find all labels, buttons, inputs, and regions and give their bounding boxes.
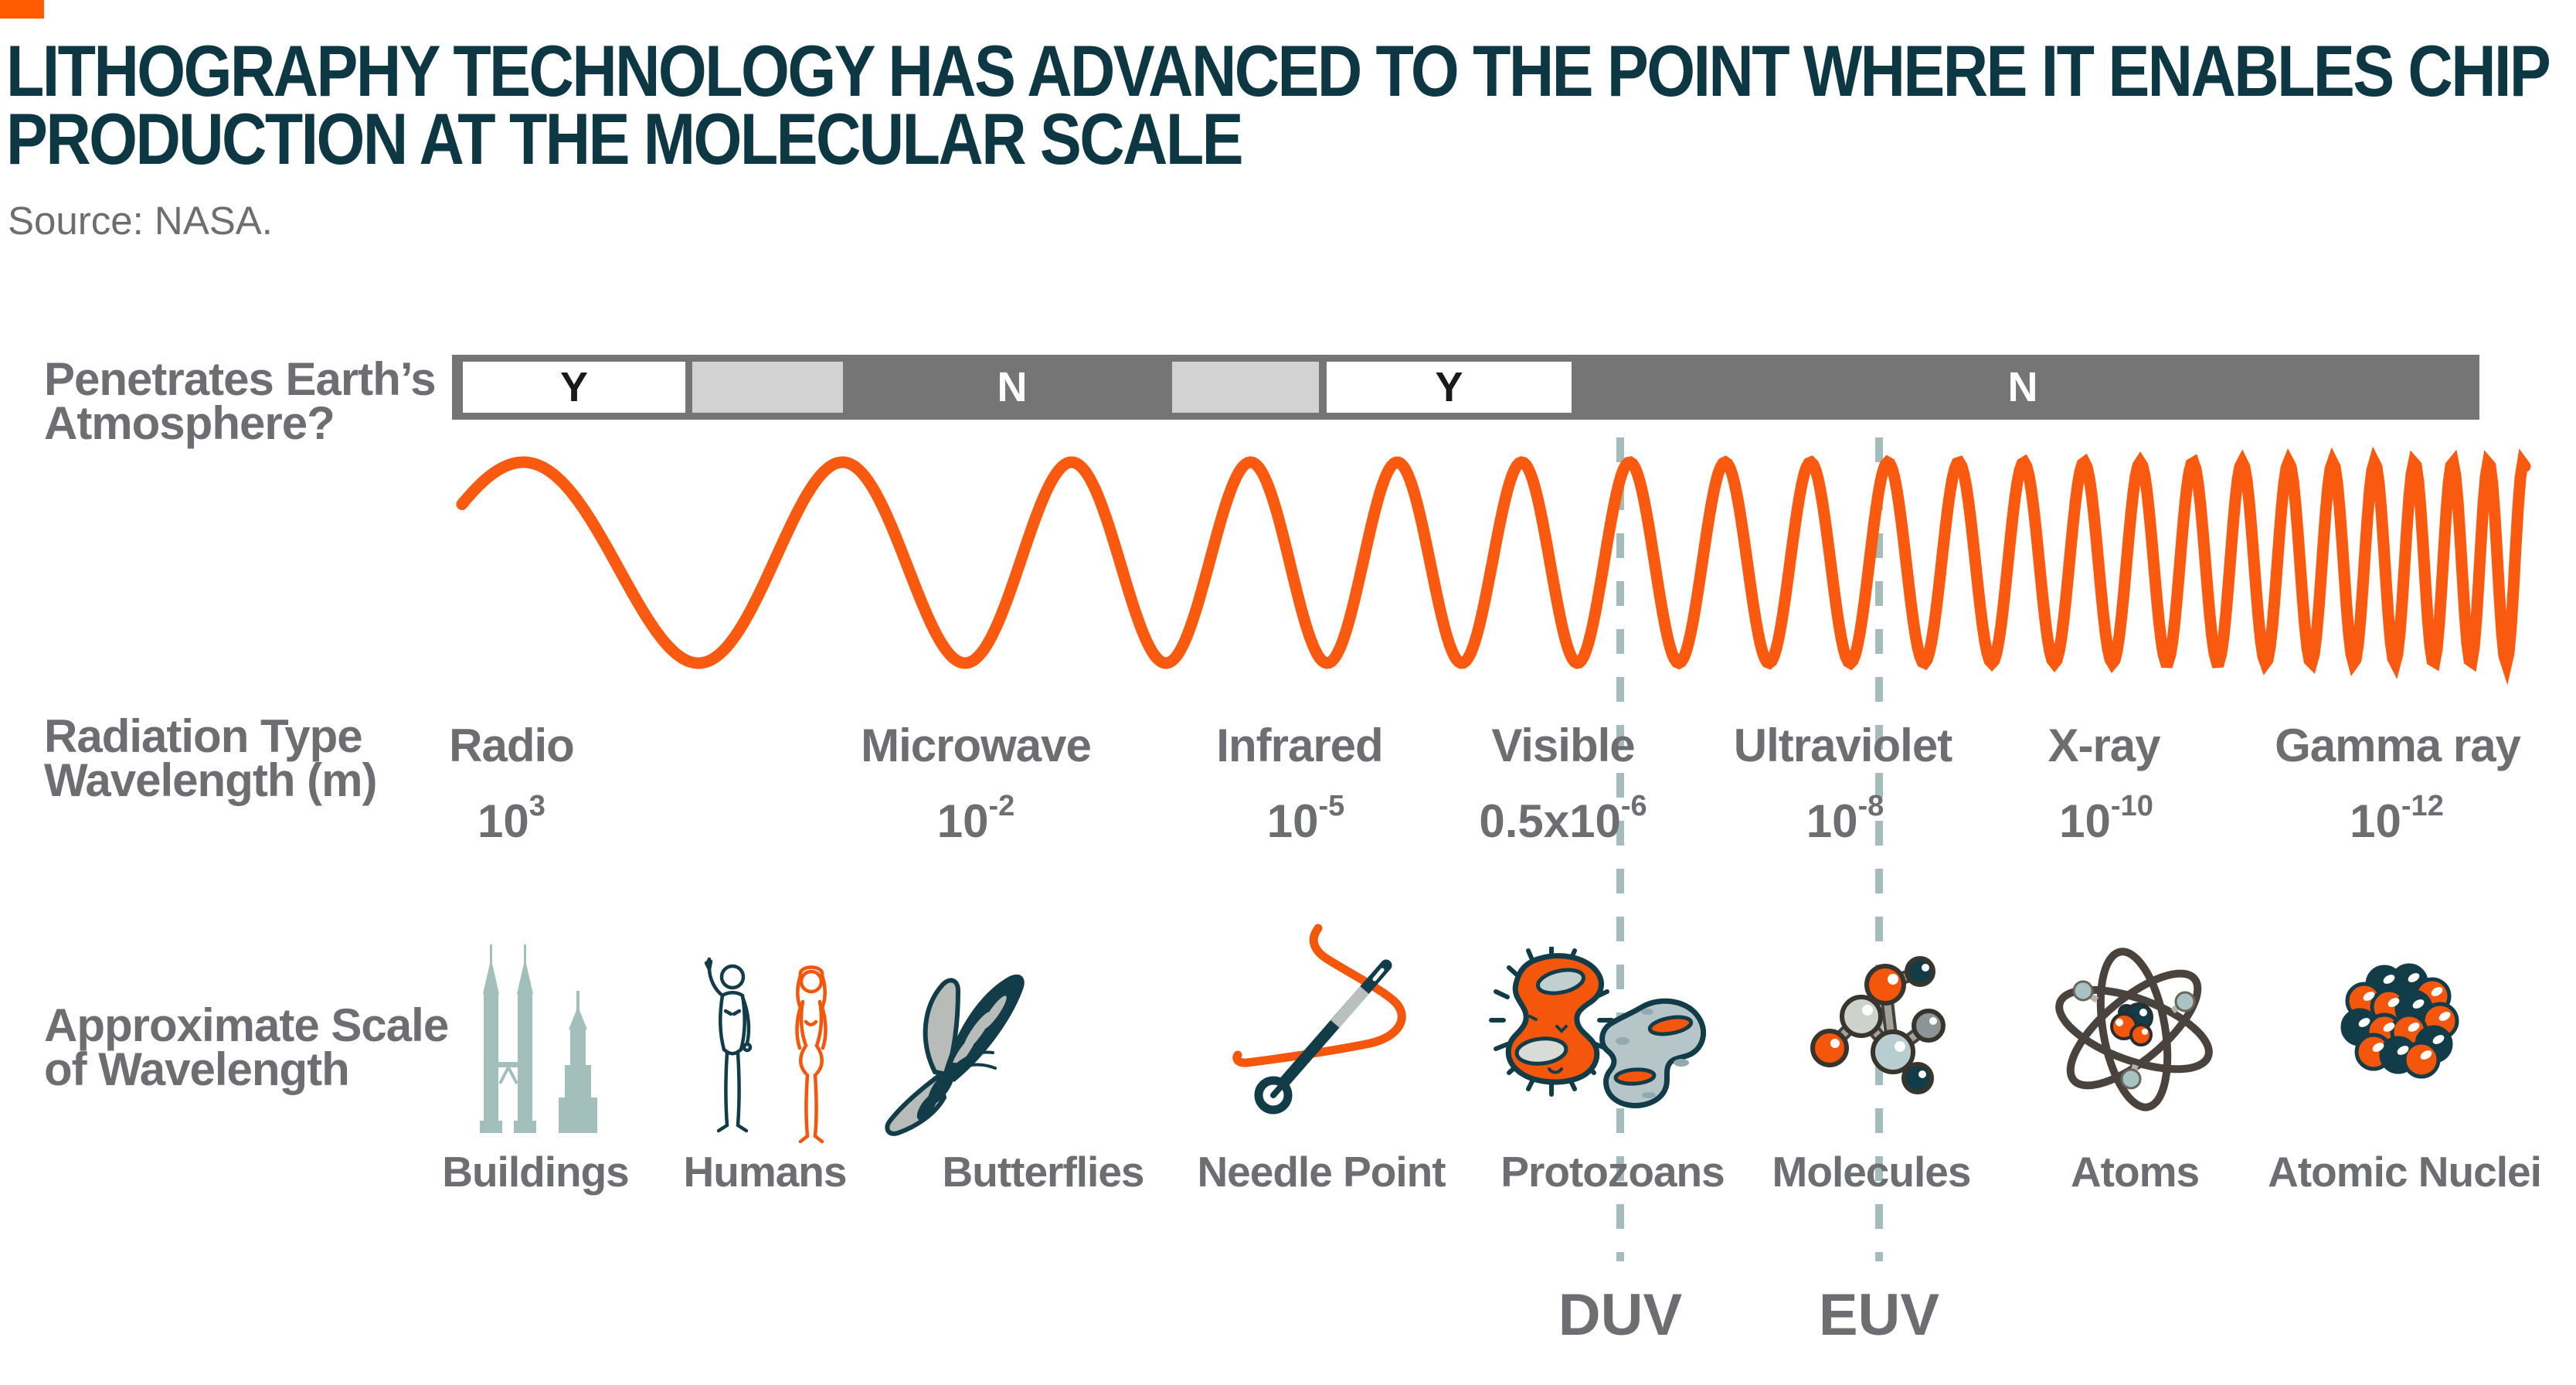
band-name-infrared: Infrared	[1216, 720, 1383, 771]
band-name-radio: Radio	[449, 720, 575, 771]
radiation-row-label-line1: Radiation Type	[44, 710, 363, 762]
human-female-figure	[795, 965, 828, 1144]
needle-icon	[1232, 924, 1406, 1114]
atmosphere-segment-label: Y	[559, 364, 589, 410]
band-wavelength-gammaray: 10-12	[2242, 790, 2551, 848]
wavelength-exp: -6	[1620, 790, 1647, 822]
radiation-row-label-line2: Wavelength (m)	[44, 754, 377, 806]
band-wavelength-microwave: 10-2	[821, 790, 1130, 848]
buildings-icon	[480, 944, 597, 1133]
euv-label: EUV	[1818, 1282, 1940, 1348]
wavelength-exp: -10	[2110, 790, 2153, 822]
wavelength-exp: 3	[528, 790, 545, 822]
atmosphere-segment-partial-2	[1172, 362, 1319, 413]
atmosphere-bar: Y N Y N	[452, 355, 2479, 420]
wavelength-exp: -5	[1318, 790, 1345, 822]
band-name-ultraviolet: Ultraviolet	[1733, 720, 1952, 771]
scale-label-molecules: Molecules	[1772, 1148, 1972, 1196]
band-wavelength-visible: 0.5x10-6	[1409, 790, 1718, 848]
scale-label-atomic-nuclei: Atomic Nuclei	[2268, 1148, 2542, 1196]
wavelength-base: 10	[2350, 795, 2401, 847]
atmosphere-segment-partial-1	[692, 362, 843, 413]
atmosphere-segment-label: Y	[1435, 364, 1463, 410]
protozoans-icon	[1489, 947, 1707, 1108]
scale-label-butterflies: Butterflies	[942, 1148, 1145, 1196]
atmosphere-segment-yes-1: Y	[463, 362, 685, 413]
page-title-line2: PRODUCTION AT THE MOLECULAR SCALE	[6, 98, 1244, 179]
atmosphere-row-label-line1: Penetrates Earth’s	[44, 353, 437, 405]
scale-label-protozoans: Protozoans	[1500, 1148, 1725, 1196]
scale-label-buildings: Buildings	[442, 1148, 630, 1196]
radiation-row-label: Radiation Type Wavelength (m)	[44, 710, 377, 806]
wavelength-base: 10	[2059, 795, 2111, 847]
atmosphere-segment-no-1: N	[997, 364, 1028, 410]
atmosphere-row-label: Penetrates Earth’s Atmosphere?	[44, 353, 437, 449]
atom-nucleus	[2110, 1002, 2153, 1046]
butterfly-icon	[885, 974, 1025, 1136]
band-wavelength-radio: 103	[357, 790, 666, 848]
band-name-microwave: Microwave	[861, 720, 1092, 771]
thread-curve	[1232, 924, 1406, 1067]
chirp-wave-icon	[456, 446, 2531, 686]
atom-icon	[2055, 948, 2213, 1111]
brand-corner-mark	[0, 0, 44, 19]
humans-icon	[704, 957, 828, 1144]
band-wavelength-ultraviolet: 10-8	[1691, 790, 2000, 848]
wavelength-exp: -8	[1857, 790, 1884, 822]
source-note: Source: NASA.	[8, 199, 273, 243]
wavelength-exp: -2	[988, 790, 1015, 822]
band-name-visible: Visible	[1491, 720, 1635, 771]
scale-label-humans: Humans	[683, 1148, 848, 1196]
band-wavelength-infrared: 10-5	[1151, 790, 1460, 848]
band-wavelength-xray: 10-10	[1952, 790, 2261, 848]
wavelength-exp: -12	[2401, 790, 2444, 822]
page-title: LITHOGRAPHY TECHNOLOGY HAS ADVANCED TO T…	[6, 30, 2551, 179]
page-title-line1: LITHOGRAPHY TECHNOLOGY HAS ADVANCED TO T…	[6, 30, 2551, 111]
scale-row-label-line1: Approximate Scale	[44, 999, 449, 1051]
scale-label-atoms: Atoms	[2070, 1148, 2200, 1196]
wavelength-base: 10	[1806, 795, 1858, 847]
atomic-nuclei-icon	[2340, 963, 2459, 1079]
wavelength-base: 0.5x10	[1479, 795, 1621, 847]
wavelength-base: 10	[1266, 795, 1319, 847]
molecule-icon	[1810, 956, 1946, 1094]
band-name-gammaray: Gamma ray	[2275, 720, 2521, 771]
scale-row-label: Approximate Scale of Wavelength	[44, 999, 449, 1095]
human-male-figure	[704, 957, 753, 1133]
atmosphere-segment-no-2: N	[2007, 364, 2038, 410]
scale-row-label-line2: of Wavelength	[44, 1043, 350, 1095]
atmosphere-row-label-line2: Atmosphere?	[44, 397, 335, 449]
amoeba-body	[1599, 998, 1707, 1108]
band-name-xray: X-ray	[2048, 720, 2160, 771]
wavelength-base: 10	[936, 795, 989, 847]
wavelength-base: 10	[477, 795, 529, 847]
scale-label-needle-point: Needle Point	[1197, 1148, 1446, 1196]
atmosphere-segment-yes-2: Y	[1327, 362, 1572, 413]
duv-label: DUV	[1558, 1282, 1683, 1348]
